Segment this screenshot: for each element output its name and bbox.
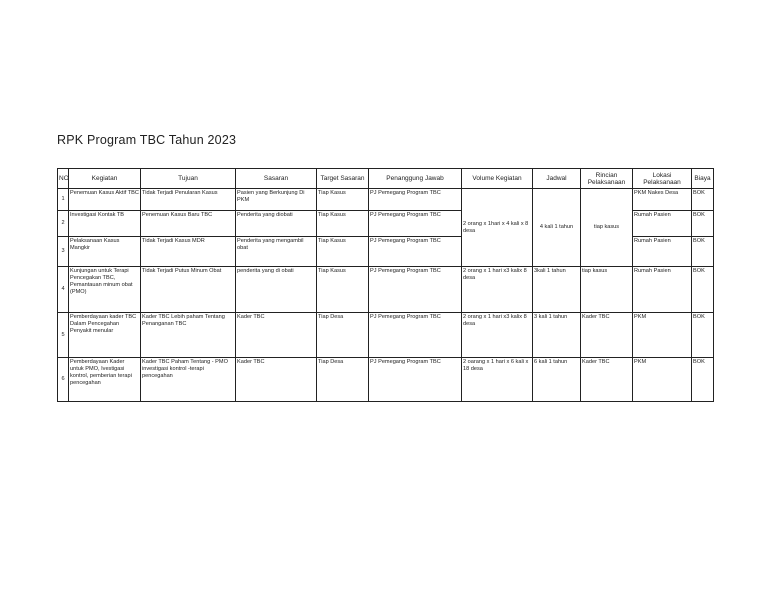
cell-volume: 2 orang x 1 hari x3 kalix 8 desa [461,266,533,313]
cell-volume: 2 orang x 1hari x 4 kali x 8 desa [461,188,533,267]
cell-sasaran: Kader TBC [235,312,317,358]
table-header: NO Kegiatan Tujuan Sasaran Target Sasara… [57,168,714,189]
cell-no: 1 [57,188,69,211]
cell-sasaran: Penderita yang mengambil obat [235,236,317,267]
table-row: 4 Kunjungan untuk Terapi Pencegakan TBC,… [57,266,714,313]
page-title: RPK Program TBC Tahun 2023 [57,133,237,147]
header-biaya: Biaya [691,168,714,189]
table-row: 5 Pemberdayaan kader TBC Dalam Pencegaha… [57,312,714,358]
cell-rincian: Kader TBC [580,312,633,358]
header-rincian: Rincian Pelaksanaan [580,168,633,189]
cell-sasaran: Pasien yang Berkunjung Di PKM [235,188,317,211]
header-lokasi: Lokasi Pelaksanaan [632,168,692,189]
cell-tujuan: Tidak Terjadi Penularan Kasus [140,188,236,211]
cell-no: 6 [57,357,69,402]
cell-pj: PJ Pemegang Program TBC [368,357,462,402]
header-tujuan: Tujuan [140,168,236,189]
cell-jadwal: 4 kali 1 tahun [532,188,581,267]
cell-lokasi: PKM [632,357,692,402]
cell-kegiatan: Penemuan Kasus Aktif TBC [68,188,141,211]
cell-no: 4 [57,266,69,313]
cell-kegiatan: Pelaksanaan Kasus Mangkir [68,236,141,267]
cell-kegiatan: Pemberdayaan Kader untuk PMO, Ivestigasi… [68,357,141,402]
cell-biaya: BOK [691,312,714,358]
cell-kegiatan: Kunjungan untuk Terapi Pencegakan TBC, P… [68,266,141,313]
cell-no: 2 [57,210,69,237]
cell-sasaran: penderita yang di obati [235,266,317,313]
cell-target: Tiap Desa [316,312,369,358]
cell-volume: 2 oarang x 1 hari x 6 kali x 18 desa [461,357,533,402]
cell-biaya: BOK [691,188,714,211]
cell-target: Tiap Kasus [316,266,369,313]
cell-lokasi: PKM Nakes Desa [632,188,692,211]
cell-pj: PJ Pemegang Program TBC [368,236,462,267]
cell-biaya: BOK [691,236,714,267]
cell-pj: PJ Pemegang Program TBC [368,266,462,313]
cell-jadwal: 6 kali 1 tahun [532,357,581,402]
cell-kegiatan: Investigasi Kontak TB [68,210,141,237]
cell-tujuan: Penemuan Kasus Baru TBC [140,210,236,237]
cell-no: 3 [57,236,69,267]
header-volume: Volume Kegiatan [461,168,533,189]
header-pj: Penanggung Jawab [368,168,462,189]
rpk-table: NO Kegiatan Tujuan Sasaran Target Sasara… [57,168,714,402]
cell-volume: 2 orang x 1 hari x3 kalix 8 desa [461,312,533,358]
cell-biaya: BOK [691,210,714,237]
cell-lokasi: PKM [632,312,692,358]
cell-rincian: Kader TBC [580,357,633,402]
cell-target: Tiap Desa [316,357,369,402]
header-sasaran: Sasaran [235,168,317,189]
cell-jadwal: 3kali 1 tahun [532,266,581,313]
cell-target: Tiap Kasus [316,236,369,267]
cell-pj: PJ Pemegang Program TBC [368,210,462,237]
cell-tujuan: Tidak Terjadi Putus Minum Obat [140,266,236,313]
cell-sasaran: Kader TBC [235,357,317,402]
cell-pj: PJ Pemegang Program TBC [368,312,462,358]
cell-lokasi: Rumah Pasien [632,266,692,313]
cell-tujuan: Kader TBC Lebih paham Tentang Penanganan… [140,312,236,358]
table-row: 1 Penemuan Kasus Aktif TBC Tidak Terjadi… [57,188,714,267]
cell-kegiatan: Pemberdayaan kader TBC Dalam Pencegahan … [68,312,141,358]
cell-target: Tiap Kasus [316,188,369,211]
cell-lokasi: Rumah Pasien [632,210,692,237]
cell-biaya: BOK [691,266,714,313]
cell-pj: PJ Pemegang Program TBC [368,188,462,211]
cell-rincian: tiap kasus [580,188,633,267]
header-target: Target Sasaran [316,168,369,189]
cell-lokasi: Rumah Pasien [632,236,692,267]
cell-target: Tiap Kasus [316,210,369,237]
header-no: NO [57,168,69,189]
cell-biaya: BOK [691,357,714,402]
header-jadwal: Jadwal [532,168,581,189]
cell-sasaran: Penderita yang diobati [235,210,317,237]
cell-tujuan: Tidak Terjadi Kasus MDR [140,236,236,267]
table-row: 6 Pemberdayaan Kader untuk PMO, Ivestiga… [57,357,714,402]
cell-no: 5 [57,312,69,358]
header-kegiatan: Kegiatan [68,168,141,189]
cell-jadwal: 3 kali 1 tahun [532,312,581,358]
cell-tujuan: Kader TBC Paham Tentang - PMO investigas… [140,357,236,402]
cell-rincian: tiap kasus [580,266,633,313]
